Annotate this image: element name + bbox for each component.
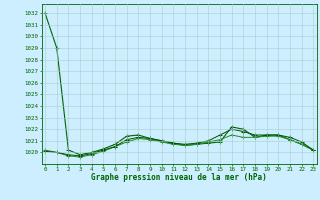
X-axis label: Graphe pression niveau de la mer (hPa): Graphe pression niveau de la mer (hPa)	[91, 173, 267, 182]
